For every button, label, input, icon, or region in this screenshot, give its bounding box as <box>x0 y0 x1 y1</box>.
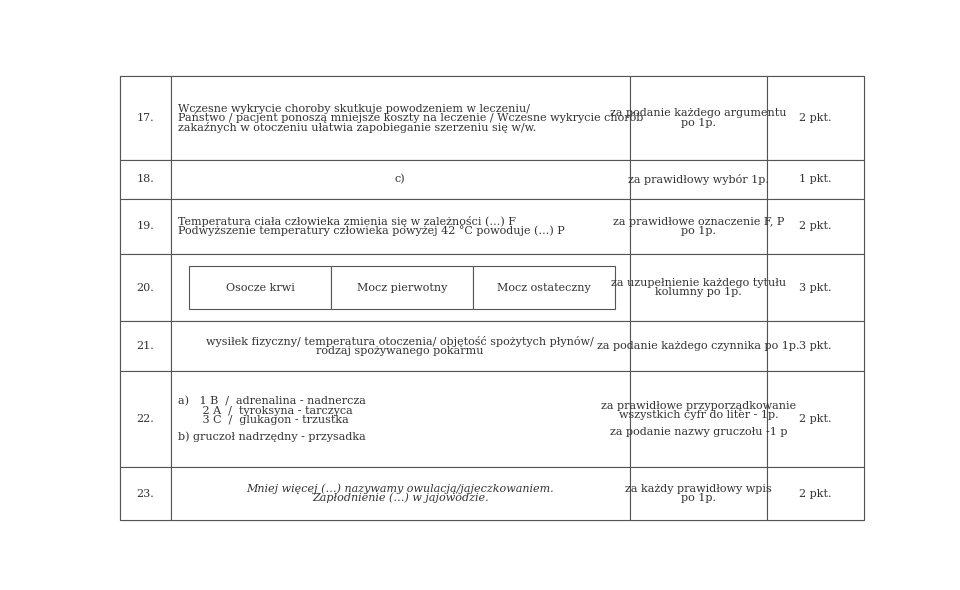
Bar <box>331 266 473 309</box>
Bar <box>189 266 331 309</box>
Text: 19.: 19. <box>136 221 155 231</box>
Text: 23.: 23. <box>136 489 155 499</box>
Bar <box>767 322 864 371</box>
Bar <box>171 199 630 254</box>
Text: Wczesne wykrycie choroby skutkuje powodzeniem w leczeniu/: Wczesne wykrycie choroby skutkuje powodz… <box>178 104 530 114</box>
Bar <box>630 254 767 322</box>
Bar <box>171 322 630 371</box>
Text: 2 pkt.: 2 pkt. <box>800 221 832 231</box>
Text: po 1p.: po 1p. <box>681 493 716 503</box>
Text: kolumny po 1p.: kolumny po 1p. <box>655 287 742 297</box>
Text: 3 C  /  glukagon - trzustka: 3 C / glukagon - trzustka <box>178 415 348 425</box>
Text: za uzupełnienie każdego tytułu: za uzupełnienie każdego tytułu <box>611 278 786 288</box>
Bar <box>630 467 767 520</box>
Text: za podanie nazwy gruczołu -1 p: za podanie nazwy gruczołu -1 p <box>610 427 787 437</box>
Bar <box>767 467 864 520</box>
Text: 3 pkt.: 3 pkt. <box>800 341 832 351</box>
Text: 2 pkt.: 2 pkt. <box>800 113 832 123</box>
Text: rodzaj spożywanego pokarmu: rodzaj spożywanego pokarmu <box>317 346 484 356</box>
Text: Podwyższenie temperatury człowieka powyżej 42 °C powoduje (…) P: Podwyższenie temperatury człowieka powyż… <box>178 225 564 236</box>
Text: za podanie każdego czynnika po 1p.: za podanie każdego czynnika po 1p. <box>597 341 800 351</box>
Text: po 1p.: po 1p. <box>681 117 716 127</box>
Bar <box>120 160 171 199</box>
Text: za prawidłowe przyporządkowanie: za prawidłowe przyporządkowanie <box>601 401 796 411</box>
Bar <box>120 371 171 467</box>
Bar <box>767 254 864 322</box>
Text: Osocze krwi: Osocze krwi <box>226 283 295 293</box>
Bar <box>120 76 171 160</box>
Text: Mocz pierwotny: Mocz pierwotny <box>357 283 447 293</box>
Text: 18.: 18. <box>136 174 155 184</box>
Text: 22.: 22. <box>136 414 155 424</box>
Text: 1 pkt.: 1 pkt. <box>800 174 832 184</box>
Text: Mocz ostateczny: Mocz ostateczny <box>497 283 590 293</box>
Bar <box>120 199 171 254</box>
Bar <box>767 371 864 467</box>
Text: 20.: 20. <box>136 283 155 293</box>
Text: po 1p.: po 1p. <box>681 226 716 236</box>
Bar <box>767 199 864 254</box>
Text: 2 pkt.: 2 pkt. <box>800 489 832 499</box>
Text: wszystkich cyfr do liter - 1p.: wszystkich cyfr do liter - 1p. <box>618 411 779 420</box>
Bar <box>171 371 630 467</box>
Text: b) gruczoł nadrzędny - przysadka: b) gruczoł nadrzędny - przysadka <box>178 432 366 442</box>
Bar <box>630 199 767 254</box>
Text: Państwo / pacjent ponoszą mniejsze koszty na leczenie / Wczesne wykrycie chorób: Państwo / pacjent ponoszą mniejsze koszt… <box>178 113 643 123</box>
Bar <box>171 160 630 199</box>
Text: Mniej więcej (…) nazywamy owulacją/jajeczkowaniem.: Mniej więcej (…) nazywamy owulacją/jajec… <box>247 484 554 494</box>
Text: 2 A  /  tyroksyna - tarczyca: 2 A / tyroksyna - tarczyca <box>178 406 352 416</box>
Text: za podanie każdego argumentu: za podanie każdego argumentu <box>611 109 786 119</box>
Text: za prawidłowe oznaczenie F, P: za prawidłowe oznaczenie F, P <box>612 217 784 227</box>
Bar <box>630 160 767 199</box>
Text: a)   1 B  /  adrenalina - nadnercza: a) 1 B / adrenalina - nadnercza <box>178 396 366 407</box>
Bar <box>473 266 614 309</box>
Bar <box>171 76 630 160</box>
Text: 2 pkt.: 2 pkt. <box>800 414 832 424</box>
Text: 21.: 21. <box>136 341 155 351</box>
Bar <box>120 467 171 520</box>
Text: za prawidłowy wybór 1p.: za prawidłowy wybór 1p. <box>628 174 769 185</box>
Text: 17.: 17. <box>136 113 155 123</box>
Bar <box>120 322 171 371</box>
Text: zakaźnych w otoczeniu ułatwia zapobieganie szerzeniu się w/w.: zakaźnych w otoczeniu ułatwia zapobiegan… <box>178 122 537 133</box>
Bar <box>630 322 767 371</box>
Bar <box>630 76 767 160</box>
Bar <box>171 254 630 322</box>
Text: Temperatura ciała człowieka zmienia się w zależności (…) F: Temperatura ciała człowieka zmienia się … <box>178 216 516 227</box>
Text: za każdy prawidłowy wpis: za każdy prawidłowy wpis <box>625 484 772 494</box>
Bar <box>767 160 864 199</box>
Text: 3 pkt.: 3 pkt. <box>800 283 832 293</box>
Text: Zapłodnienie (…) w jajowodzie.: Zapłodnienie (…) w jajowodzie. <box>312 493 489 503</box>
Bar <box>767 76 864 160</box>
Bar <box>120 254 171 322</box>
Text: c): c) <box>395 174 405 185</box>
Text: wysiłek fizyczny/ temperatura otoczenia/ objętość spożytych płynów/: wysiłek fizyczny/ temperatura otoczenia/… <box>206 336 594 347</box>
Bar <box>630 371 767 467</box>
Bar <box>171 467 630 520</box>
